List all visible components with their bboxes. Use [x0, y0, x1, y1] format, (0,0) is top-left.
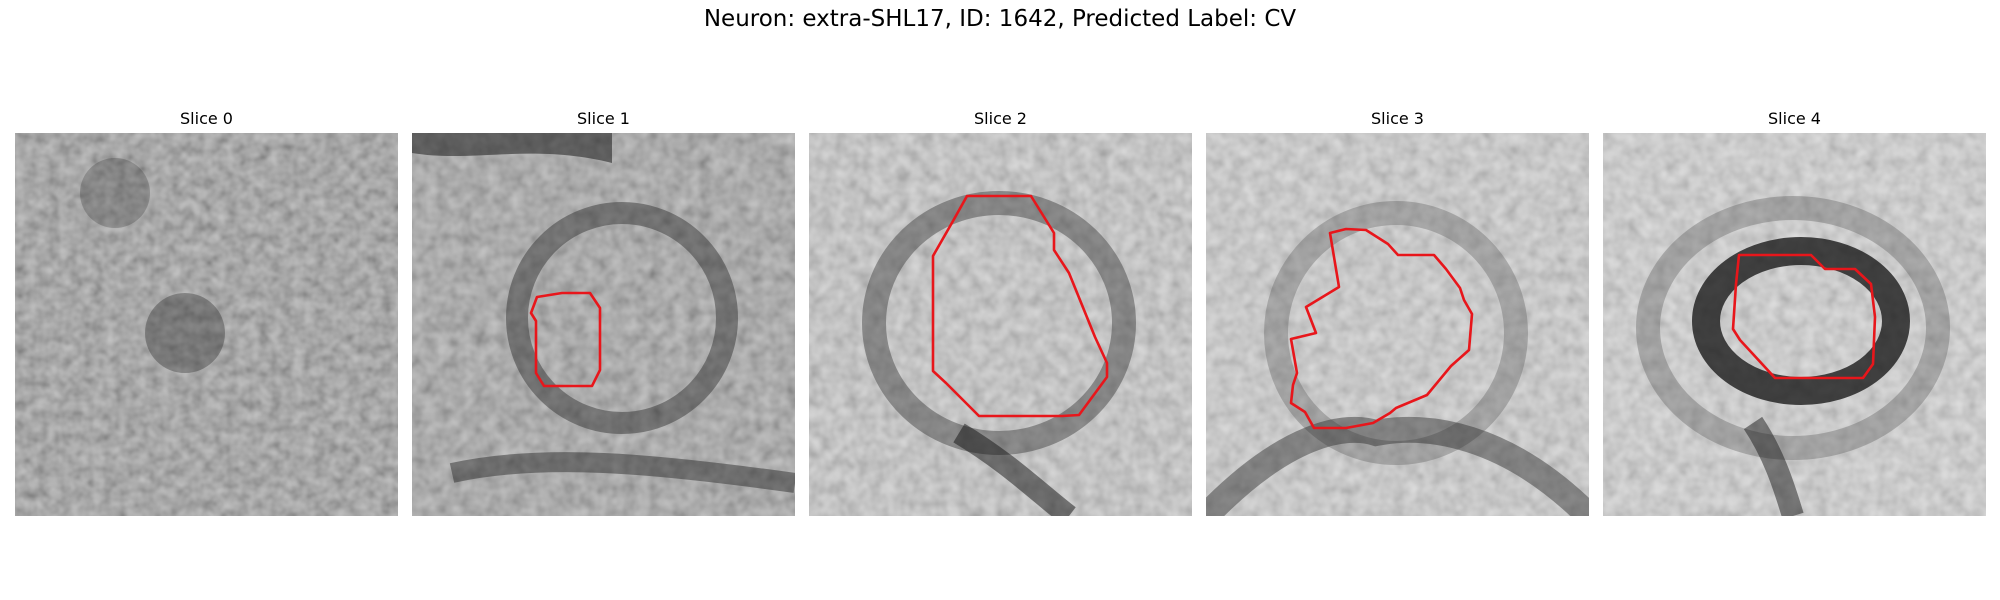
em-slice-image [809, 133, 1192, 516]
em-slice-image [15, 133, 398, 516]
panel-title: Slice 0 [180, 109, 233, 128]
segmentation-contour [529, 291, 602, 388]
panel-title: Slice 1 [577, 109, 630, 128]
panel-title: Slice 3 [1371, 109, 1424, 128]
panel-slice-2: Slice 2 [809, 109, 1192, 516]
em-slice-image [412, 133, 795, 516]
panel-slice-4: Slice 4 [1603, 109, 1986, 516]
panel-slice-1: Slice 1 [412, 109, 795, 516]
segmentation-contour [1731, 253, 1877, 380]
panel-title: Slice 2 [974, 109, 1027, 128]
figure-title: Neuron: extra-SHL17, ID: 1642, Predicted… [703, 6, 1297, 32]
segmentation-contour [931, 194, 1109, 418]
em-slice-image [1206, 133, 1589, 516]
em-slice-image [1603, 133, 1986, 516]
panel-slice-0: Slice 0 [15, 109, 398, 516]
segmentation-contour [1289, 227, 1474, 430]
panel-title: Slice 4 [1768, 109, 1821, 128]
panel-slice-3: Slice 3 [1206, 109, 1589, 516]
